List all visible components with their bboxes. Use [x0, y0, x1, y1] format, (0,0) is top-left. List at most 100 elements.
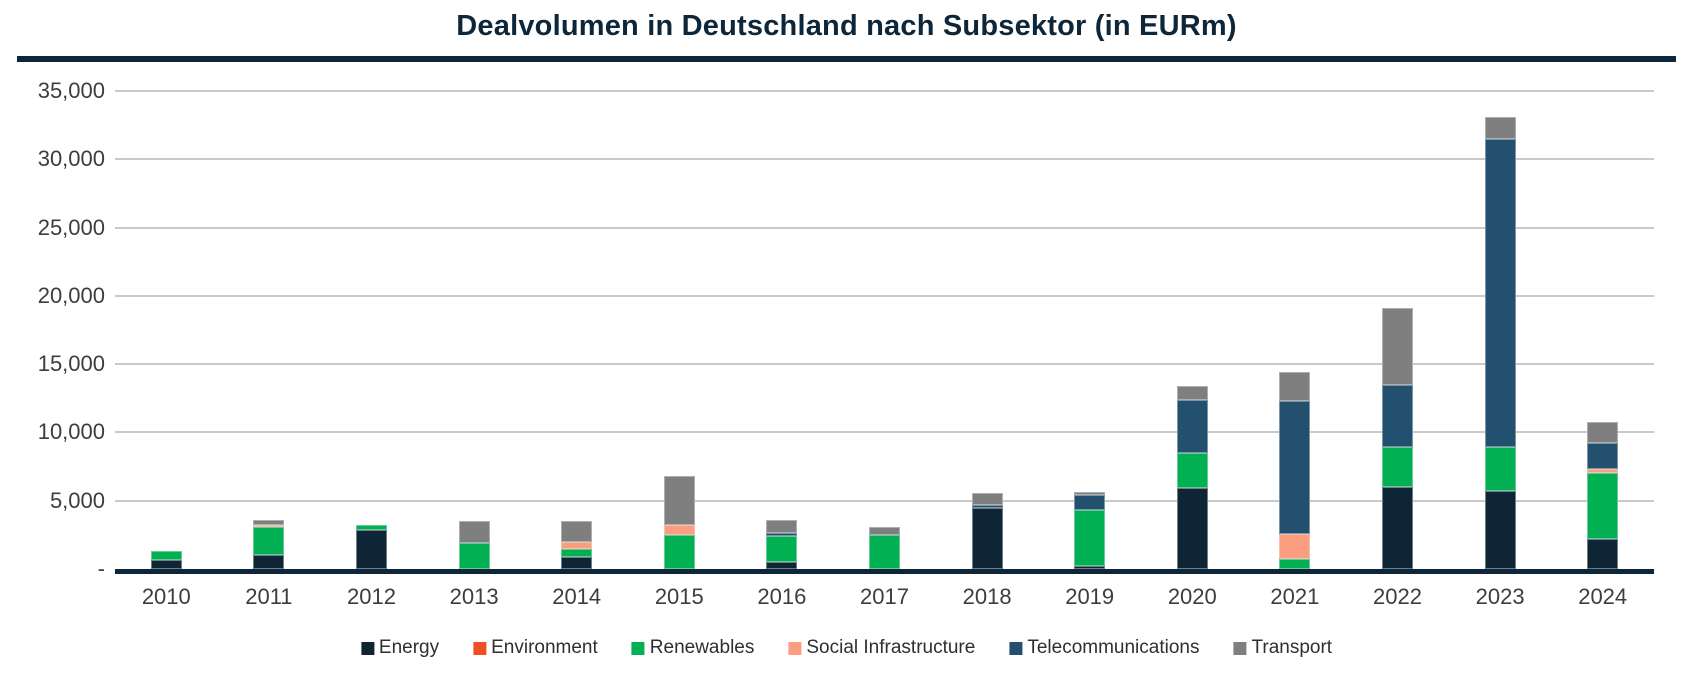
bar-2015	[663, 476, 695, 569]
x-axis-category-label: 2022	[1373, 584, 1422, 609]
legend-label: Energy	[378, 637, 440, 658]
y-axis-tick-label: 25,000	[37, 214, 105, 240]
bar-segment-transport	[869, 526, 900, 535]
x-axis-line	[115, 569, 1654, 574]
legend-swatch-icon	[788, 641, 802, 655]
bar-segment-energy	[1176, 488, 1208, 569]
bar-segment-telecommunications	[1484, 138, 1516, 448]
legend-item-renewables: Renewables	[631, 637, 755, 659]
legend-swatch-icon	[1233, 641, 1247, 655]
bar-2018	[971, 492, 1003, 569]
bar-2016	[766, 519, 798, 569]
gridline	[115, 431, 1654, 434]
bar-segment-energy	[1484, 491, 1516, 569]
gridline	[115, 499, 1654, 502]
x-axis-category-label: 2019	[1065, 584, 1115, 609]
bar-segment-transport	[1074, 491, 1106, 495]
bar-segment-renewables	[253, 527, 285, 555]
bar-segment-energy	[253, 554, 285, 569]
legend-label: Renewables	[649, 637, 755, 658]
x-axis-category-label: 2014	[552, 584, 602, 609]
bar-segment-energy	[1074, 565, 1106, 569]
chart-title: Dealvolumen in Deutschland nach Subsekto…	[456, 10, 1237, 42]
legend-item-energy: Energy	[360, 637, 440, 659]
bar-segment-renewables	[1484, 447, 1516, 492]
legend-label: Transport	[1251, 637, 1333, 658]
bar-segment-transport	[458, 521, 490, 544]
bar-2019	[1074, 491, 1106, 569]
y-axis-tick-label: -	[97, 556, 105, 581]
bar-segment-social-infrastructure	[253, 525, 285, 528]
legend-item-environment: Environment	[473, 637, 598, 659]
bar-2020	[1176, 386, 1208, 569]
bar-segment-renewables	[1176, 452, 1208, 489]
gridline	[115, 90, 1654, 92]
x-axis-category-label: 2016	[757, 584, 807, 609]
x-axis-category-label: 2015	[654, 584, 704, 609]
legend-label: Telecommunications	[1027, 637, 1200, 658]
y-axis-tick-label: 15,000	[37, 351, 105, 377]
legend-label: Social Infrastructure	[806, 637, 976, 658]
bar-segment-telecommunications	[971, 504, 1003, 508]
bar-segment-renewables	[1587, 472, 1619, 539]
gridline	[115, 363, 1654, 366]
bar-segment-telecommunications	[1382, 384, 1413, 448]
bar-segment-renewables	[869, 534, 900, 569]
bar-segment-renewables	[458, 543, 490, 569]
y-axis-tick-label: 35,000	[37, 78, 105, 103]
bar-segment-social-infrastructure	[561, 541, 593, 550]
bar-2012	[356, 524, 387, 569]
x-axis-category-label: 2023	[1475, 584, 1525, 609]
bar-segment-social-infrastructure	[663, 525, 695, 535]
legend-swatch-icon	[1009, 641, 1023, 655]
x-axis-category-label: 2012	[347, 584, 396, 609]
bar-segment-telecommunications	[1176, 400, 1208, 453]
bar-2023	[1484, 116, 1516, 569]
bar-segment-social-infrastructure	[1587, 468, 1619, 473]
title-divider	[17, 56, 1676, 62]
legend-swatch-icon	[631, 641, 645, 655]
bar-segment-transport	[663, 476, 695, 526]
bar-segment-renewables	[356, 524, 387, 531]
legend-item-social-infrastructure: Social Infrastructure	[788, 637, 975, 659]
bar-2024	[1587, 421, 1619, 569]
bar-2013	[458, 521, 490, 569]
y-axis-tick-label: 10,000	[37, 419, 105, 445]
bar-segment-transport	[1279, 372, 1311, 402]
bar-segment-energy	[356, 530, 387, 569]
bar-segment-telecommunications	[1587, 443, 1619, 469]
bar-segment-energy	[971, 507, 1003, 569]
bar-segment-renewables	[1074, 509, 1106, 566]
bar-segment-energy	[150, 560, 182, 569]
bar-segment-transport	[1484, 116, 1516, 139]
bar-segment-transport	[561, 521, 593, 542]
x-axis-category-label: 2010	[141, 584, 191, 609]
bar-segment-renewables	[561, 549, 593, 557]
x-axis-category-label: 2017	[860, 584, 909, 609]
bar-2021	[1279, 372, 1311, 569]
bar-segment-renewables	[663, 534, 695, 569]
bar-segment-energy	[1382, 487, 1413, 569]
x-axis-category-label: 2020	[1167, 584, 1217, 609]
bar-segment-renewables	[766, 535, 798, 562]
bar-segment-telecommunications	[766, 532, 798, 536]
bar-segment-energy	[766, 561, 798, 569]
bar-segment-transport	[1382, 308, 1413, 385]
legend: Energy Environment Renewables Social Infras…	[360, 637, 1332, 659]
x-axis-category-label: 2024	[1578, 584, 1628, 609]
bar-segment-renewables	[1279, 558, 1311, 569]
bar-segment-renewables	[150, 550, 182, 561]
bar-segment-renewables	[1382, 447, 1413, 488]
bar-segment-telecommunications	[1074, 494, 1106, 510]
x-axis-category-label: 2011	[245, 584, 293, 609]
legend-item-transport: Transport	[1233, 637, 1332, 659]
legend-item-telecommunications: Telecommunications	[1009, 637, 1199, 659]
plot-area	[115, 90, 1654, 569]
bar-segment-energy	[1587, 538, 1619, 569]
gridline	[115, 294, 1654, 297]
legend-swatch-icon	[473, 641, 487, 655]
y-axis-tick-label: 30,000	[37, 146, 105, 172]
legend-swatch-icon	[360, 641, 374, 655]
gridline	[115, 226, 1654, 229]
